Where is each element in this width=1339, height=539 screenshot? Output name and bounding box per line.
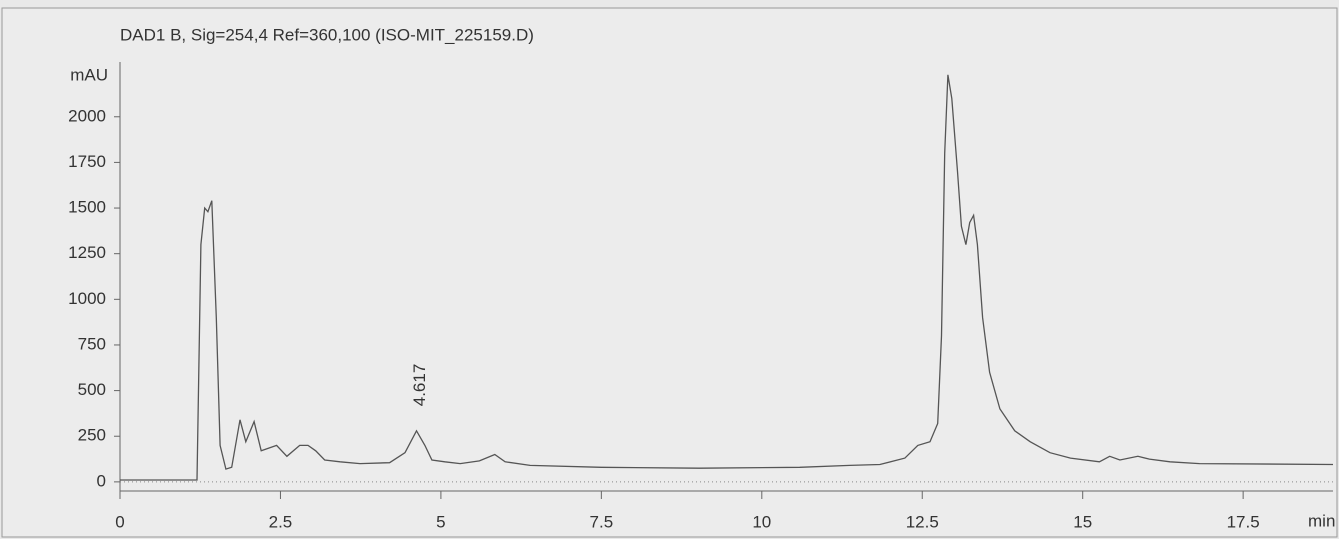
y-tick-label: 250 (78, 426, 106, 445)
x-axis-label: min (1308, 511, 1335, 530)
x-tick-label: 2.5 (269, 512, 293, 531)
y-tick-label: 1000 (68, 289, 106, 308)
x-tick-label: 17.5 (1227, 512, 1260, 531)
chart: DAD1 B, Sig=254,4 Ref=360,100 (ISO-MIT_2… (0, 0, 1339, 539)
x-tick-label: 5 (436, 512, 445, 531)
y-axis-label: mAU (70, 65, 108, 84)
y-tick-label: 1250 (68, 243, 106, 262)
peak-label: 4.617 (410, 364, 429, 407)
y-tick-label: 1500 (68, 198, 106, 217)
x-tick-label: 0 (115, 512, 124, 531)
chart-title: DAD1 B, Sig=254,4 Ref=360,100 (ISO-MIT_2… (120, 25, 534, 44)
y-tick-label: 750 (78, 334, 106, 353)
page: DAD1 B, Sig=254,4 Ref=360,100 (ISO-MIT_2… (0, 0, 1339, 539)
x-tick-label: 12.5 (906, 512, 939, 531)
x-tick-label: 10 (752, 512, 771, 531)
x-tick-label: 15 (1073, 512, 1092, 531)
y-tick-label: 2000 (68, 106, 106, 125)
y-tick-label: 500 (78, 380, 106, 399)
x-tick-label: 7.5 (590, 512, 614, 531)
y-tick-label: 1750 (68, 152, 106, 171)
frame (2, 8, 1337, 537)
y-tick-label: 0 (97, 471, 106, 490)
